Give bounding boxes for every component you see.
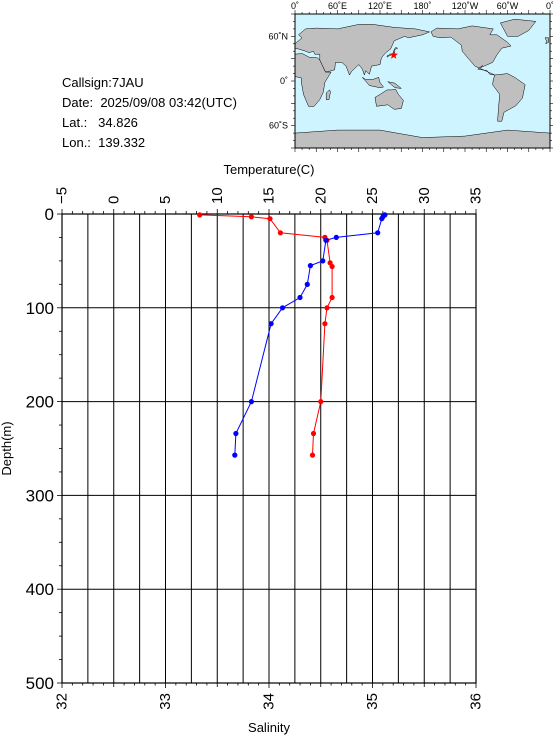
salinity-profile-point [379, 216, 385, 222]
salinity-profile-point [232, 452, 238, 458]
map-lon-label: 0˚ [546, 1, 553, 11]
landmass [294, 53, 332, 107]
lat-row: Lat.: 34.826 [62, 115, 138, 130]
salinity-axis-title: Salinity [248, 720, 290, 735]
lon-row: Lon.: 139.332 [62, 135, 146, 150]
salinity-profile-line [234, 214, 386, 456]
temperature-profile-point [324, 305, 330, 311]
landmass [294, 24, 431, 76]
salinity-profile-point [304, 281, 310, 287]
temperature-tick-label: 10 [209, 187, 226, 204]
temperature-tick-label: −5 [54, 187, 71, 204]
depth-tick-label: 400 [26, 580, 54, 599]
temperature-profile-point [267, 216, 273, 222]
depth-tick-label: 300 [26, 486, 54, 505]
depth-tick-label: 500 [26, 674, 54, 693]
landmass [325, 89, 331, 100]
salinity-profile-point [248, 399, 254, 405]
temperature-profile-point [329, 294, 335, 301]
map-lon-label: 120˚W [452, 1, 479, 11]
salinity-profile-point [268, 321, 274, 327]
salinity-profile-point [320, 258, 326, 264]
salinity-tick-label: 32 [54, 693, 71, 710]
temperature-tick-label: 15 [261, 187, 278, 204]
landmass [374, 88, 404, 110]
temperature-profile-point [329, 263, 335, 270]
salinity-tick-label: 33 [157, 693, 174, 710]
landmass [362, 76, 384, 88]
date-row: Date: 2025/09/08 03:42(UTC) [62, 95, 237, 110]
map-lat-label: 60˚N [268, 31, 288, 41]
temperature-profile-point [310, 430, 317, 437]
landmass [430, 25, 512, 76]
landmass [387, 81, 403, 89]
temperature-tick-label: 5 [157, 196, 174, 204]
temperature-axis-title: Temperature(C) [223, 162, 314, 177]
temperature-profile-point [318, 399, 324, 405]
landmass [500, 18, 537, 37]
salinity-profile-point [233, 430, 239, 437]
salinity-profile-point [307, 263, 313, 269]
temperature-tick-label: 0 [105, 196, 122, 204]
salinity-tick-label: 35 [364, 693, 381, 710]
map-lat-label: 60˚S [269, 121, 288, 131]
temperature-profile-point [197, 212, 203, 218]
map-lon-label: 0˚ [291, 1, 299, 11]
map-lon-label: 180˚ [413, 1, 431, 11]
depth-axis-title: Depth(m) [0, 421, 14, 475]
salinity-profile-point [375, 230, 381, 236]
temperature-tick-label: 30 [416, 187, 433, 204]
temperature-profile-point [277, 230, 283, 236]
salinity-tick-label: 36 [468, 693, 485, 710]
temperature-profile-point [322, 321, 328, 327]
landmass [492, 73, 526, 122]
salinity-profile-point [323, 237, 329, 243]
depth-tick-label: 100 [26, 299, 54, 318]
station-info: Callsign:7JAU Date: 2025/09/08 03:42(UTC… [62, 73, 237, 153]
map-lon-label: 60˚E [328, 1, 347, 11]
temperature-tick-label: 20 [312, 187, 329, 204]
depth-tick-label: 200 [26, 393, 54, 412]
temperature-profile-point [309, 452, 316, 458]
temperature-profile-line [199, 214, 333, 456]
depth-tick-label: 0 [45, 205, 54, 224]
map-lon-label: 120˚E [368, 1, 392, 11]
callsign-row: Callsign:7JAU [62, 75, 144, 90]
station-marker [389, 50, 398, 59]
map-lon-label: 60˚W [497, 1, 519, 11]
salinity-tick-label: 34 [261, 693, 278, 710]
temperature-tick-label: 25 [364, 187, 381, 204]
salinity-profile-point [279, 305, 286, 311]
landmass [544, 37, 549, 45]
temperature-profile-point [248, 214, 254, 220]
map-lat-label: 0˚ [280, 76, 288, 86]
salinity-profile-point [333, 234, 339, 240]
temperature-tick-label: 35 [468, 187, 485, 204]
location-map: 0˚ 60˚E 120˚E 180˚ 120˚W 60˚W 0˚ 60˚N 0˚ 60˚S [268, 1, 553, 152]
salinity-profile-point [297, 294, 303, 301]
